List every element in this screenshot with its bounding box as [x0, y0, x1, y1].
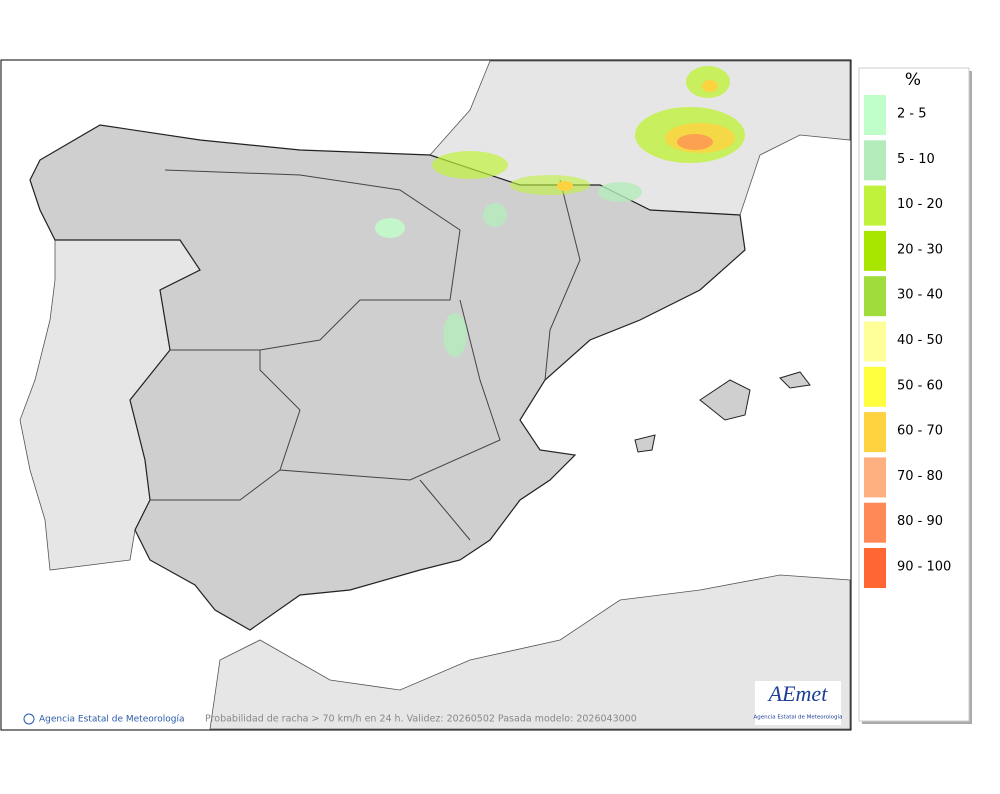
- africa: [209, 574, 851, 730]
- legend-swatch: [864, 95, 886, 135]
- legend-swatch: [864, 140, 886, 181]
- logo-subtitle: Agencia Estatal de Meteorología: [754, 714, 843, 721]
- legend-swatch: [864, 457, 886, 498]
- legend-label: 50 - 60: [897, 378, 943, 393]
- legend-swatch: [864, 502, 886, 543]
- probability-areas: [375, 66, 745, 357]
- legend-swatch: [864, 185, 886, 226]
- legend-label: 20 - 30: [897, 242, 943, 257]
- legend-label: 90 - 100: [897, 560, 951, 575]
- legend-swatch: [864, 230, 886, 271]
- spain: [29, 124, 746, 631]
- legend-label: 2 - 5: [897, 107, 927, 122]
- legend-label: 30 - 40: [897, 288, 943, 303]
- copyright-icon: [23, 713, 35, 725]
- legend-swatch: [864, 321, 886, 362]
- legend-label: 40 - 50: [897, 333, 943, 348]
- copyright: Agencia Estatal de Meteorología: [39, 715, 185, 725]
- legend-label: 70 - 80: [897, 469, 943, 484]
- logo-box: [755, 681, 841, 725]
- caption: Probabilidad de racha > 70 km/h en 24 h.…: [205, 714, 637, 725]
- legend-swatch: [864, 412, 886, 453]
- bay-islands: [634, 371, 811, 453]
- legend-label: 10 - 20: [897, 197, 943, 212]
- legend-swatch: [864, 548, 886, 588]
- legend-label: 80 - 90: [897, 514, 943, 529]
- legend-label: 60 - 70: [897, 424, 943, 439]
- legend-title: %: [905, 70, 921, 90]
- legend-label: 5 - 10: [897, 152, 935, 167]
- legend-swatch: [864, 276, 886, 317]
- legend-swatch: [864, 366, 886, 407]
- region-borders: [150, 169, 581, 541]
- logo-text: AEmet: [767, 681, 829, 706]
